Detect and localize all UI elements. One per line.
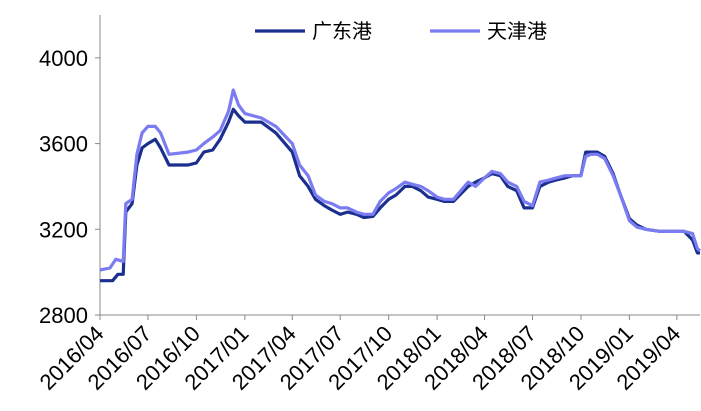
y-tick-label: 3200: [39, 217, 88, 242]
series-line-2: [99, 88, 701, 272]
axes: 28003200360040002016/042016/072016/10201…: [35, 15, 700, 395]
y-tick-label: 4000: [39, 46, 88, 71]
y-tick-label: 3600: [39, 132, 88, 157]
series-line-1: [100, 107, 700, 283]
legend-label-1: 广东港: [312, 19, 372, 43]
legend-label-2: 天津港: [487, 19, 547, 43]
series-layer: [99, 88, 701, 283]
legend: 广东港 天津港: [255, 19, 547, 43]
y-tick-label: 2800: [39, 303, 88, 328]
